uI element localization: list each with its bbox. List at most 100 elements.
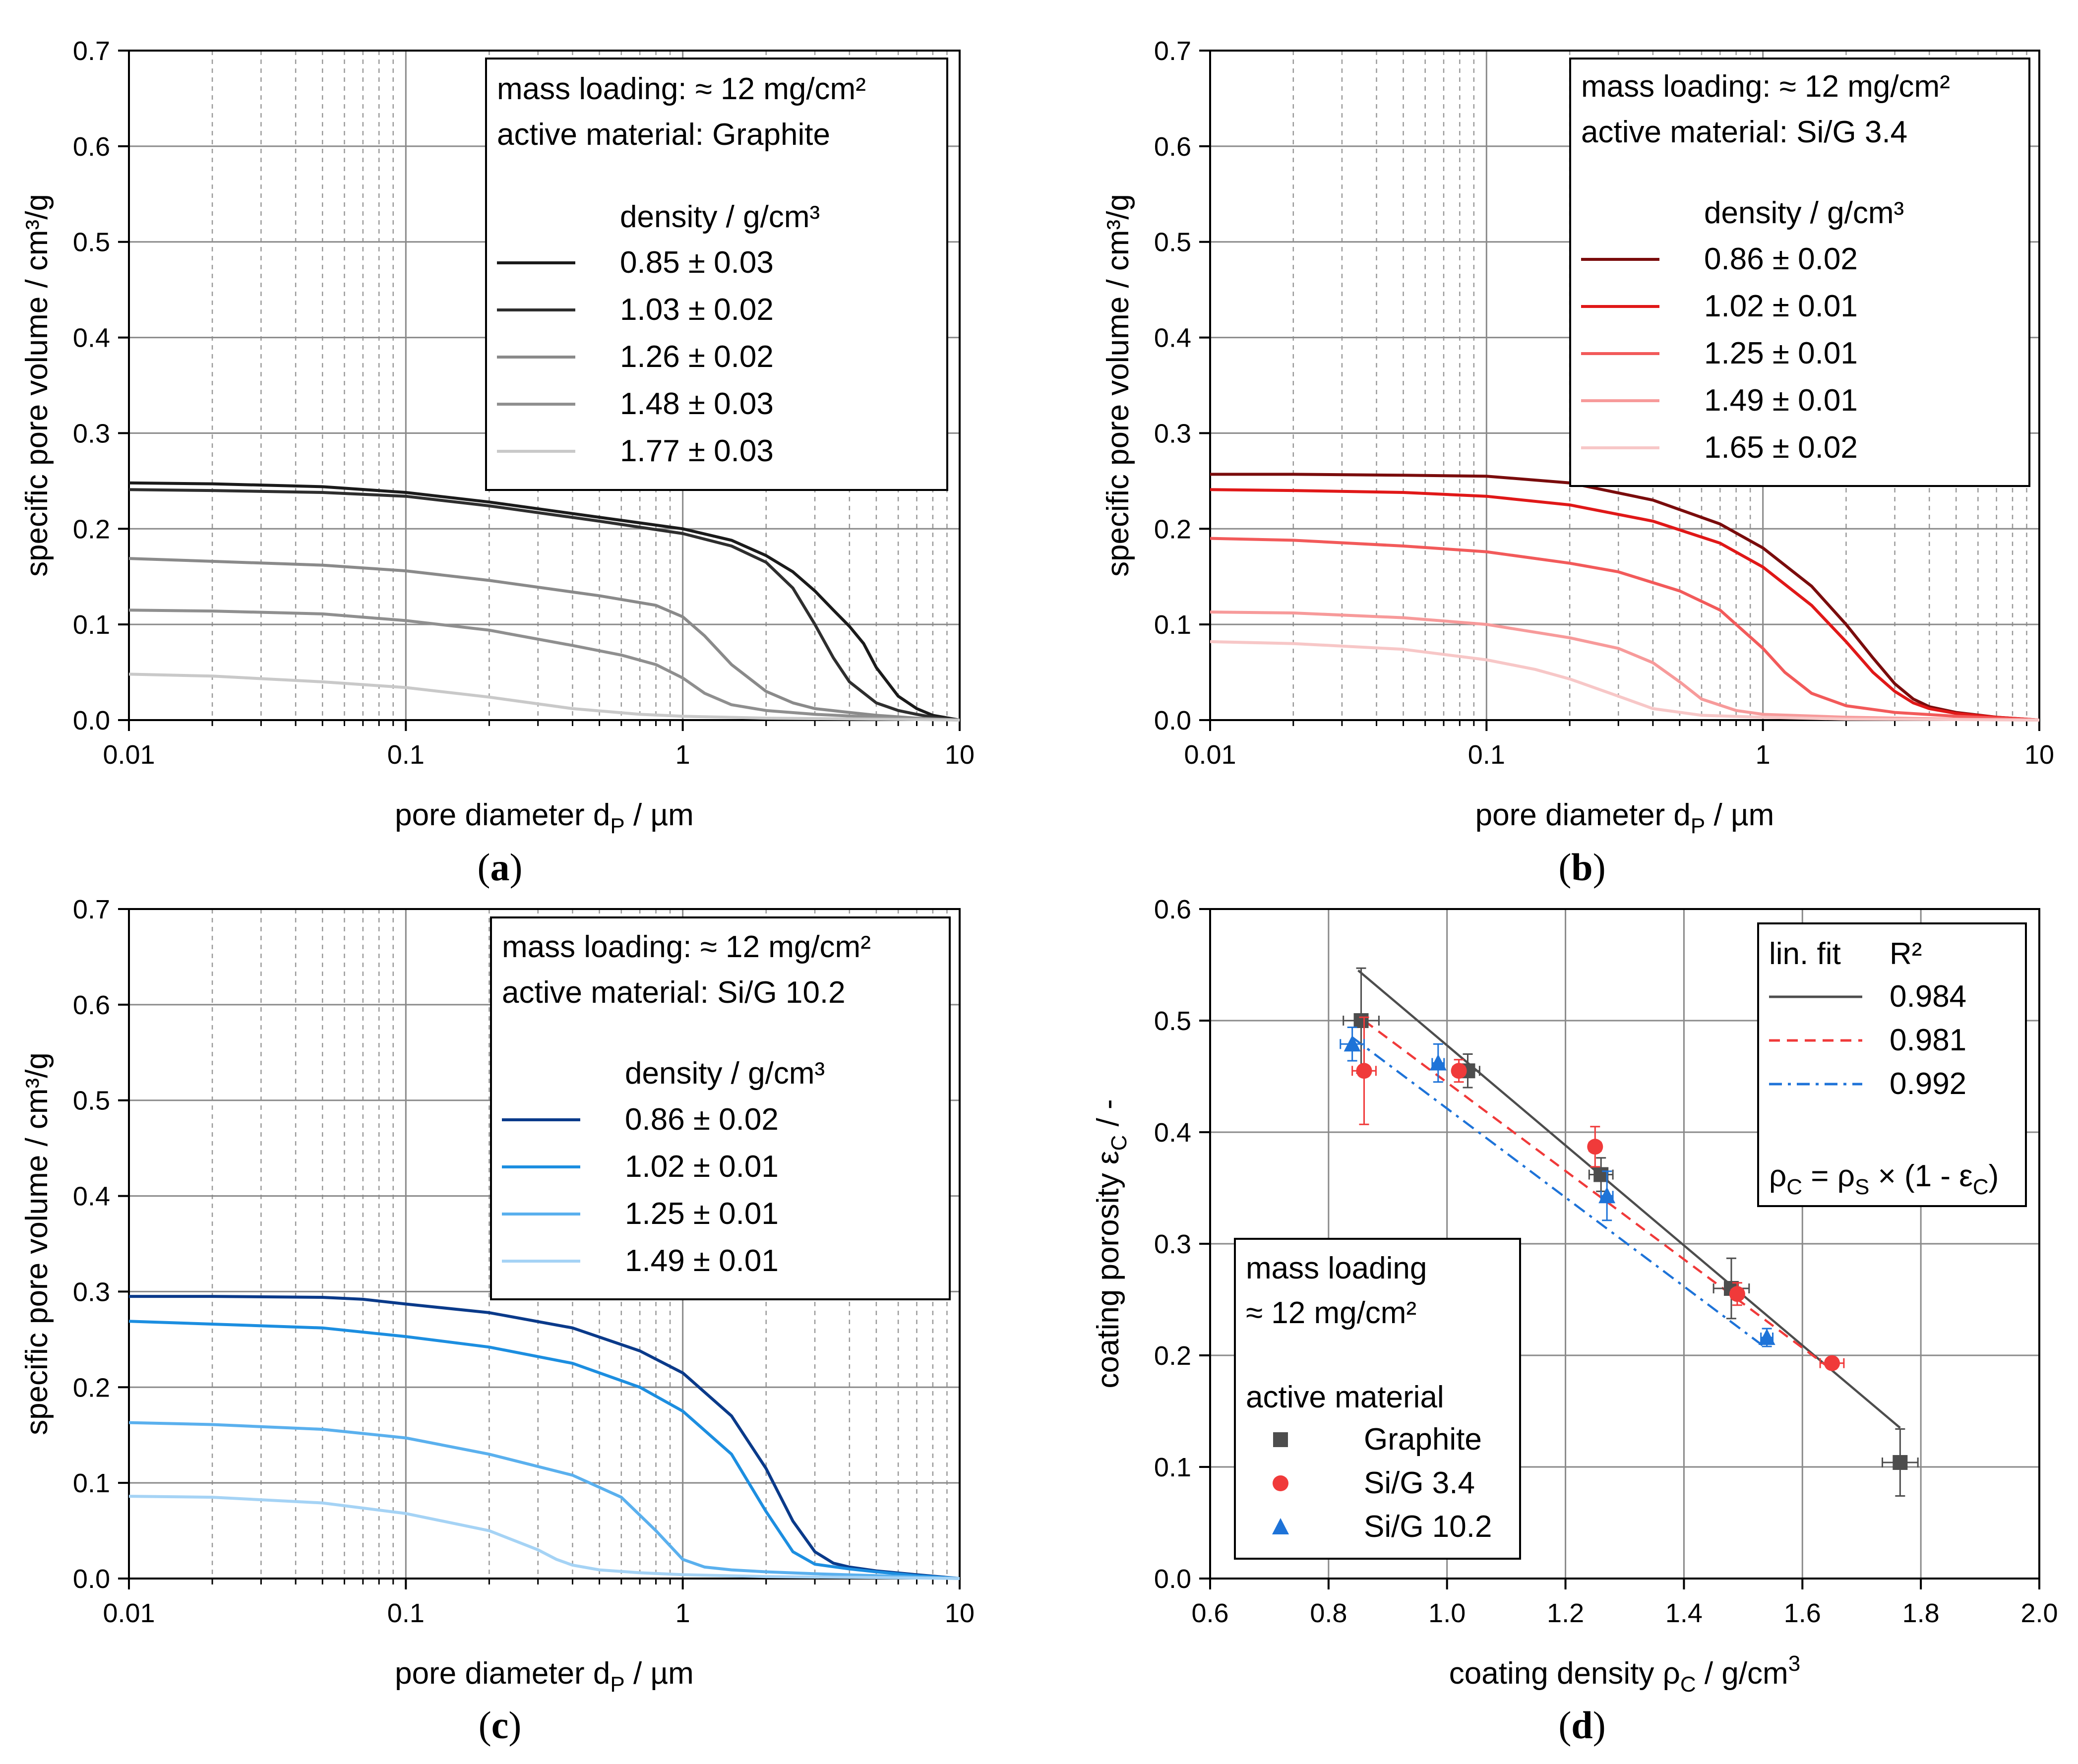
series-line (128, 1421, 960, 1580)
y-tick-label: 0.3 (73, 1277, 110, 1307)
legend-label: 1.77 ± 0.03 (620, 434, 774, 468)
marker-legend-line: mass loading (1246, 1251, 1427, 1285)
plot-frame (128, 50, 961, 721)
fit-legend-r2: 0.992 (1890, 1067, 1966, 1101)
legend-header: density / g/cm³ (625, 1056, 825, 1091)
fit-line (1351, 1036, 1768, 1350)
x-tick-label: 10 (945, 1598, 975, 1628)
panel-a: 0.01 0.1 1 10 0.0 0.1 0.2 0.3 0.4 0.5 0.6 0.7 (a) por… (20, 36, 975, 889)
series-line (128, 488, 960, 722)
legend-info-line: active material: Si/G 10.2 (502, 975, 846, 1010)
x-tick-label: 0.1 (387, 740, 425, 770)
x-axis-label: coating density ρC / g/cm3 (1449, 1651, 1800, 1697)
data-point (1451, 1063, 1467, 1079)
y-tick-label: 0.1 (1154, 1453, 1191, 1482)
data-point (1272, 1518, 1289, 1534)
fit-line (1363, 1020, 1833, 1371)
legend-label: 1.26 ± 0.02 (620, 340, 774, 374)
data-point (1273, 1432, 1288, 1447)
marker-legend-line: active material (1246, 1380, 1444, 1414)
legend-header: density / g/cm³ (1704, 196, 1904, 230)
legend-label: 1.25 ± 0.01 (625, 1197, 779, 1231)
legend-box (1569, 58, 2030, 487)
y-tick-label: 0.5 (1154, 228, 1191, 257)
y-tick-label: 0.3 (1154, 419, 1191, 448)
legend-box (490, 916, 951, 1300)
series-line (128, 557, 960, 722)
y-tick-label: 0.4 (1154, 1118, 1191, 1148)
y-tick-label: 0.5 (73, 1086, 110, 1116)
y-tick-label: 0.3 (73, 419, 110, 448)
legend-header: density / g/cm³ (620, 200, 820, 234)
data-point (1593, 1167, 1609, 1182)
y-tick-label: 0.3 (1154, 1229, 1191, 1259)
y-axis-label: specific pore volume / cm³/g (1101, 194, 1135, 577)
data-point (1273, 1475, 1288, 1491)
panel-b: 0.01 0.1 1 10 0.0 0.1 0.2 0.3 0.4 0.5 0.6 0.7 (b) por… (1101, 36, 2054, 889)
y-tick-label: 0.0 (1154, 706, 1191, 735)
data-point (1353, 1013, 1369, 1028)
data-point (1893, 1455, 1908, 1470)
y-tick-label: 0.0 (73, 1564, 110, 1594)
y-tick-label: 0.0 (1154, 1564, 1191, 1594)
data-point (1356, 1063, 1372, 1079)
series-line (128, 672, 960, 722)
series-line (1210, 488, 2040, 722)
plot-frame (1209, 50, 2040, 721)
legend-label: 0.86 ± 0.02 (625, 1102, 779, 1137)
x-tick-label: 0.1 (387, 1598, 425, 1628)
marker-legend-label: Graphite (1364, 1422, 1482, 1457)
y-tick-label: 0.2 (73, 514, 110, 544)
x-tick-label: 1 (675, 1598, 690, 1628)
legend-label: 1.02 ± 0.01 (1704, 289, 1858, 323)
y-tick-label: 0.1 (73, 610, 110, 640)
legend-info-line: active material: Graphite (497, 118, 830, 152)
y-tick-label: 0.6 (73, 132, 110, 162)
x-tick-label: 1.4 (1665, 1598, 1703, 1628)
x-tick-label: 1 (1756, 740, 1771, 770)
series-line (128, 608, 960, 722)
x-axis-label: pore diameter dP / µm (395, 1656, 694, 1697)
panel-c: 0.01 0.1 1 10 0.0 0.1 0.2 0.3 0.4 0.5 0.6 0.7 (c) por… (20, 895, 975, 1747)
marker-legend-label: Si/G 3.4 (1364, 1466, 1475, 1500)
legend-label: 1.03 ± 0.02 (620, 293, 774, 327)
x-tick-label: 1.2 (1547, 1598, 1584, 1628)
x-tick-label: 1 (675, 740, 690, 770)
panel-caption: (b) (1558, 846, 1605, 889)
y-tick-label: 0.7 (73, 895, 110, 924)
y-tick-label: 0.5 (73, 228, 110, 257)
data-point (1344, 1035, 1361, 1052)
x-tick-label: 2.0 (2020, 1598, 2058, 1628)
legend-label: 1.49 ± 0.01 (1704, 383, 1858, 418)
panel-caption: (c) (479, 1703, 522, 1747)
legend-label: 1.65 ± 0.02 (1704, 430, 1858, 465)
data-point (1429, 1054, 1447, 1071)
data-point (1729, 1286, 1745, 1302)
fit-legend-box (1757, 922, 2027, 1207)
y-tick-label: 0.1 (1154, 610, 1191, 640)
panel-caption: (a) (478, 846, 523, 889)
fit-formula: ρC = ρS × (1 - εC) (1769, 1159, 1999, 1199)
legend-info-line: active material: Si/G 3.4 (1581, 115, 1907, 149)
y-tick-label: 0.6 (1154, 895, 1191, 924)
x-tick-label: 1.8 (1902, 1598, 1940, 1628)
y-tick-label: 0.6 (73, 990, 110, 1020)
x-tick-label: 0.01 (103, 1598, 155, 1628)
series-line (128, 481, 960, 722)
y-tick-label: 0.2 (73, 1373, 110, 1402)
legend-label: 1.49 ± 0.01 (625, 1244, 779, 1278)
x-tick-label: 0.01 (1184, 740, 1236, 770)
y-axis-label: specific pore volume / cm³/g (20, 1052, 54, 1435)
y-tick-label: 0.5 (1154, 1006, 1191, 1036)
legend-label: 1.02 ± 0.01 (625, 1150, 779, 1184)
series-line (1210, 473, 2040, 722)
data-point (1598, 1187, 1616, 1204)
series-line (129, 1295, 960, 1580)
legend-info-line: mass loading: ≈ 12 mg/cm² (497, 72, 866, 106)
x-tick-label: 10 (2024, 740, 2054, 770)
y-tick-label: 0.4 (1154, 323, 1191, 353)
y-axis-label: coating porosity εC / - (1091, 1099, 1131, 1388)
series-line (1210, 610, 2040, 722)
y-tick-label: 0.2 (1154, 1341, 1191, 1371)
